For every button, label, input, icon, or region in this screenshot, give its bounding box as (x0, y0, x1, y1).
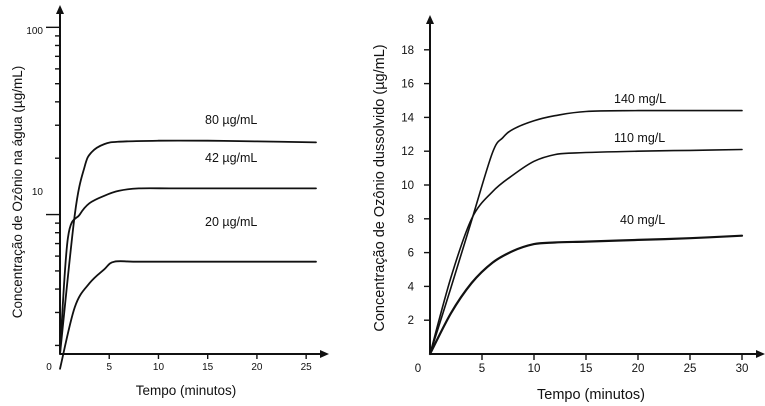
right-legend-label-40: 40 mg/L (620, 213, 665, 227)
left-x-tick-label: 20 (251, 362, 263, 373)
left-x-tick-label: 10 (153, 362, 165, 373)
right-y-tick-label: 10 (401, 180, 414, 192)
right-y-ticks: 2 4 6 8 10 12 14 16 18 (401, 45, 430, 327)
right-x-tick-label: 30 (736, 363, 749, 375)
right-y-tick-label: 14 (401, 112, 414, 124)
left-y-axis-arrow (56, 5, 64, 14)
right-x-tick-label: 25 (684, 363, 697, 375)
right-y-tick-label: 8 (408, 214, 414, 226)
left-x-tick-label: 0 (46, 362, 52, 373)
right-series-line-1 (429, 148, 743, 355)
left-x-tick-label: 25 (301, 362, 313, 373)
right-x-axis-arrow (756, 350, 765, 358)
right-y-tick-label: 6 (408, 248, 414, 260)
right-x-tick-label: 10 (528, 363, 541, 375)
right-series-lines (428, 109, 744, 356)
right-x-tick-label: 15 (580, 363, 593, 375)
right-y-tick-label: 18 (401, 45, 414, 57)
right-x-tick-label: 20 (632, 363, 645, 375)
left-series-lines (59, 139, 317, 370)
right-y-tick-label: 12 (401, 146, 414, 158)
right-y-axis-arrow (426, 15, 434, 24)
left-legend-label-20: 20 µg/mL (205, 215, 257, 229)
left-y-axis-label: Concentração de Ozônio na água (µg/mL) (10, 66, 25, 318)
right-x-tick-label: 5 (479, 363, 485, 375)
left-x-tick-label: 5 (106, 362, 112, 373)
right-y-tick-label: 2 (408, 315, 414, 327)
right-series-line-2 (428, 234, 744, 356)
left-x-ticks: 0 5 10 15 20 25 (46, 354, 312, 373)
right-y-tick-label: 4 (408, 281, 415, 293)
left-x-axis-arrow (320, 350, 329, 358)
left-y-major-ticks (46, 26, 60, 216)
right-legend-label-110: 110 mg/L (614, 131, 665, 145)
left-series-line-0 (59, 139, 317, 355)
left-series-line-1 (59, 187, 317, 355)
right-chart: 2 4 6 8 10 12 14 16 18 0 5 10 15 20 25 30 140 mg/L 110… (372, 15, 765, 403)
left-x-tick-label: 15 (202, 362, 214, 373)
right-x-axis-label: Tempo (minutos) (537, 387, 645, 403)
left-chart: 0 5 10 15 20 25 10 100 80 µg/mL 42 µg/mL 20 µ… (10, 5, 329, 398)
left-series-line-2 (59, 260, 317, 370)
left-y-minor-ticks (55, 35, 60, 347)
left-y-tick-label-100: 100 (26, 26, 43, 37)
left-y-tick-label-10: 10 (32, 187, 44, 198)
right-y-axis-label: Concentração de Ozônio dussolvido (µg/mL… (372, 44, 388, 331)
left-legend-label-42: 42 µg/mL (205, 151, 257, 165)
right-x-ticks: 0 5 10 15 20 25 30 (415, 354, 749, 375)
right-x-tick-label: 0 (415, 363, 421, 375)
left-legend-label-80: 80 µg/mL (205, 113, 257, 127)
left-x-axis-label: Tempo (minutos) (136, 383, 237, 398)
right-legend-label-140: 140 mg/L (614, 92, 666, 106)
right-y-tick-label: 16 (401, 79, 414, 91)
right-series-line-0 (429, 109, 743, 355)
